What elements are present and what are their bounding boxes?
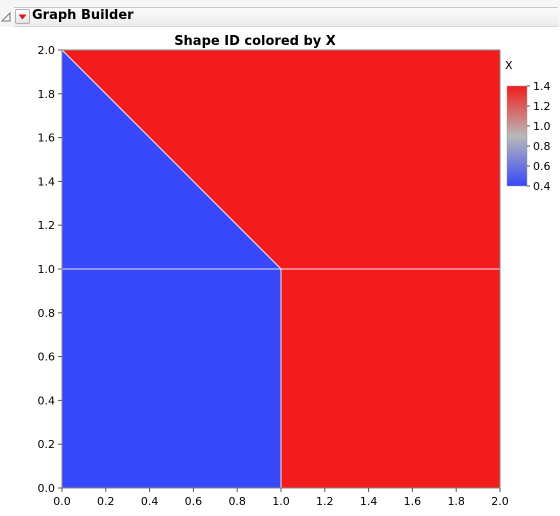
window-title: Graph Builder <box>32 8 134 23</box>
chart-area: Shape ID colored by X 0.0 0.2 0.4 0.6 0.8 1.0… <box>38 34 551 508</box>
plot-area <box>60 48 501 489</box>
title-strip <box>14 7 558 27</box>
x-tick-label: 2.0 <box>491 495 509 508</box>
y-tick-label: 1.6 <box>38 132 56 145</box>
y-tick-label: 0.6 <box>38 351 56 364</box>
shape-region-4 <box>280 268 501 489</box>
chart-title: Shape ID colored by X <box>174 34 336 49</box>
x-tick-label: 0.2 <box>97 495 115 508</box>
x-tick-label: 0.0 <box>53 495 71 508</box>
y-tick-label: 2.0 <box>38 44 56 57</box>
x-tick-label: 0.8 <box>228 495 246 508</box>
color-legend: X 1.4 1.2 1.0 0.8 0.6 0.4 <box>505 59 551 193</box>
x-tick-label: 1.8 <box>447 495 465 508</box>
x-tick-label: 1.4 <box>360 495 378 508</box>
legend-color-bar <box>506 85 528 187</box>
red-triangle-menu-button[interactable] <box>15 9 30 24</box>
legend-tick-label: 1.4 <box>533 80 551 93</box>
legend-tick-label: 1.2 <box>533 100 551 113</box>
legend-tick-label: 0.8 <box>533 140 551 153</box>
x-axis: 0.0 0.2 0.4 0.6 0.8 1.0 1.2 1.4 1.6 1.8 2.0 <box>53 488 509 508</box>
legend-tick-label: 0.4 <box>533 180 551 193</box>
menu-arrow-icon <box>18 14 27 20</box>
legend-title: X <box>505 59 513 72</box>
x-tick-label: 1.6 <box>404 495 422 508</box>
x-tick-label: 0.4 <box>141 495 159 508</box>
y-tick-label: 1.2 <box>38 219 56 232</box>
y-tick-label: 0.8 <box>38 307 56 320</box>
legend-tick-label: 1.0 <box>533 120 551 133</box>
y-tick-label: 0.4 <box>38 394 56 407</box>
y-tick-label: 0.0 <box>38 482 56 495</box>
shape-region-3 <box>61 268 282 489</box>
disclosure-triangle-icon[interactable] <box>0 9 12 23</box>
x-tick-label: 1.0 <box>272 495 290 508</box>
legend-tick-label: 0.6 <box>533 160 551 173</box>
y-tick-label: 1.4 <box>38 175 56 188</box>
y-axis: 0.0 0.2 0.4 0.6 0.8 1.0 1.2 1.4 1.6 1.8 2.0 <box>38 44 62 495</box>
y-tick-label: 0.2 <box>38 438 56 451</box>
x-tick-label: 1.2 <box>316 495 334 508</box>
x-tick-label: 0.6 <box>185 495 203 508</box>
y-tick-label: 1.8 <box>38 88 56 101</box>
title-bar: Graph Builder <box>0 0 560 27</box>
y-tick-label: 1.0 <box>38 263 56 276</box>
